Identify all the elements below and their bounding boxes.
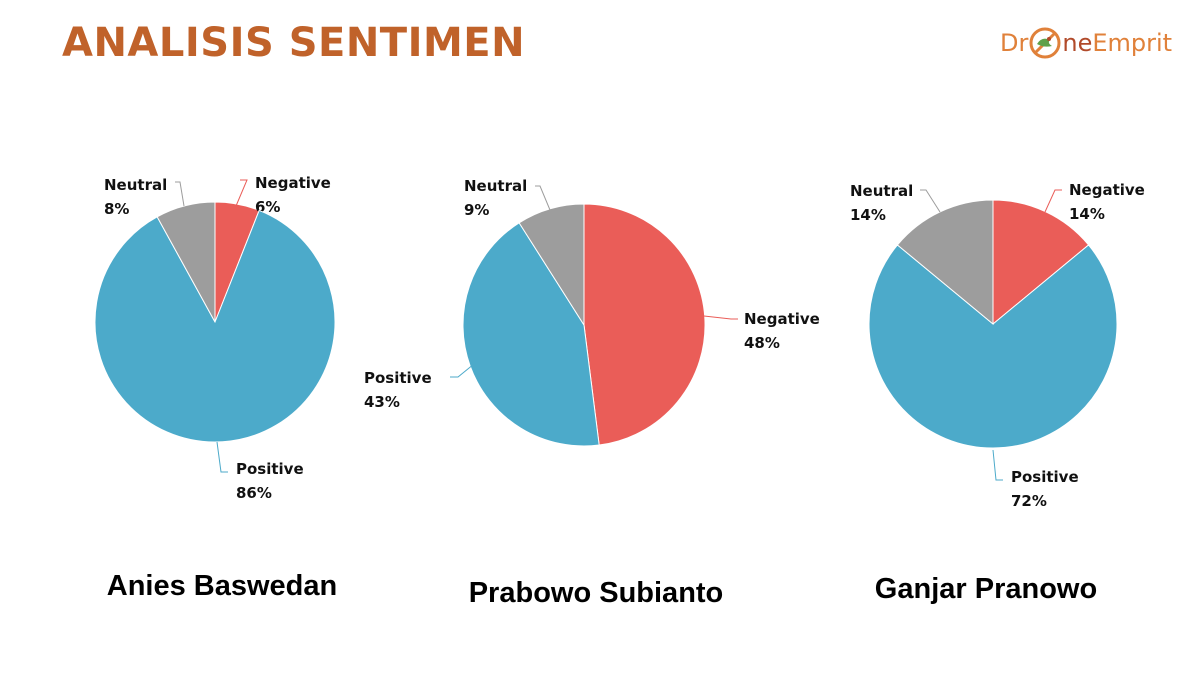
slice-label-negative: Negative <box>255 174 331 192</box>
slice-label-positive: Positive <box>1011 468 1079 486</box>
leader-line-positive <box>450 363 475 378</box>
leader-line-positive <box>992 449 1003 481</box>
leader-line-neutral <box>175 181 185 207</box>
candidate-label-prabowo: Prabowo Subianto <box>468 577 724 609</box>
logo-text-ne: ne <box>1062 29 1093 57</box>
pie-chart-2: Negative 48% Positive 43% Neutral 9% <box>364 177 820 447</box>
pie-charts: Negative6%Positive86%Neutral8%Negative48… <box>94 174 1145 510</box>
candidate-label-anies: Anies Baswedan <box>106 570 338 602</box>
pie-slice-positive <box>462 222 600 447</box>
slice-percent-neutral: 14% <box>850 206 886 224</box>
slice-percent-negative: 14% <box>1069 205 1105 223</box>
slice-percent-negative: 48% <box>744 334 780 352</box>
slice-percent-positive: 86% <box>236 484 272 502</box>
leader-line-negative <box>703 315 738 320</box>
leader-line-positive <box>216 441 228 473</box>
pie-slice-negative <box>583 203 706 446</box>
slice-label-positive: Positive <box>364 369 432 387</box>
leader-line-negative <box>235 179 248 207</box>
leader-line-neutral <box>535 185 551 211</box>
candidate-label-ganjar: Ganjar Pranowo <box>874 573 1098 605</box>
pie-slice-positive <box>868 244 1118 449</box>
pie-slice-positive <box>94 209 336 443</box>
drone-logo-icon <box>1028 26 1062 60</box>
logo-text-dr: Dr <box>1000 29 1029 57</box>
slice-percent-positive: 72% <box>1011 492 1047 510</box>
slice-label-negative: Negative <box>1069 181 1145 199</box>
leader-line-negative <box>1044 189 1062 213</box>
slice-percent-positive: 43% <box>364 393 400 411</box>
logo-text-emprit: Emprit <box>1092 29 1173 57</box>
pie-chart-3: Negative 14% Positive 72% Neutral 14% <box>850 181 1145 510</box>
page-title: ANALISIS SENTIMEN <box>62 20 526 66</box>
slice-label-neutral: Neutral <box>850 182 913 200</box>
slice-label-negative: Negative <box>744 310 820 328</box>
pie-slice-neutral <box>156 201 216 323</box>
slice-label-positive: Positive <box>236 460 304 478</box>
slice-label-neutral: Neutral <box>104 176 167 194</box>
drone-emprit-logo: Dr ne Emprit <box>1000 26 1172 60</box>
leader-line-neutral <box>920 189 941 213</box>
slice-percent-neutral: 9% <box>464 201 489 219</box>
slice-percent-neutral: 8% <box>104 200 129 218</box>
slice-label-neutral: Neutral <box>464 177 527 195</box>
pie-slice-negative <box>992 199 1090 326</box>
pie-slice-neutral <box>518 203 585 327</box>
